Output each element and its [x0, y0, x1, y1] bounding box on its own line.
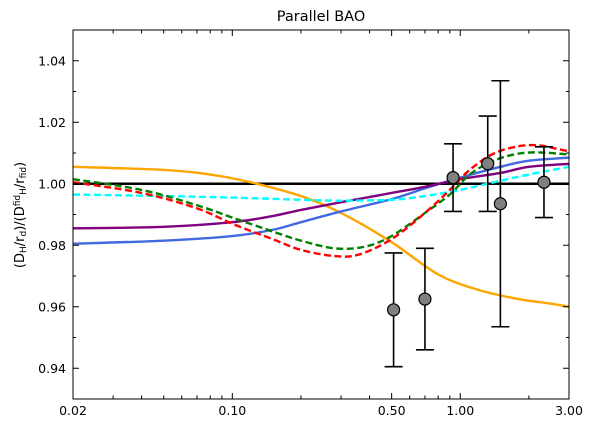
y-tick-label: 1.02: [38, 115, 66, 130]
plot-area: 0.94 0.96 0.98 1.00 1.02 1.04 0.02 0.10 0.50 1.00…: [38, 29, 583, 418]
y-axis-label-part: fid: [13, 195, 23, 206]
series-line-1: [73, 165, 569, 308]
series-group: [73, 143, 569, 308]
chart-title: Parallel BAO: [277, 9, 365, 25]
y-axis-label: (DH/rd)/(DfidH/rfid): [13, 162, 29, 268]
y-tick-label: 0.94: [38, 361, 66, 376]
data-point-4: [481, 157, 495, 171]
y-axis-label-part: H: [19, 246, 29, 253]
y-tick-label: 0.96: [38, 299, 66, 314]
y-axis-label-part: ): [13, 162, 28, 167]
data-point-5: [493, 197, 507, 211]
data-point-6: [537, 175, 551, 189]
x-tick-label: 1.00: [446, 403, 474, 418]
y-axis-label-part: (D: [13, 253, 28, 268]
series-line-4: [73, 165, 569, 202]
y-tick-label: 1.00: [38, 176, 66, 191]
x-tick-label: 0.02: [59, 403, 87, 418]
data-point-3: [446, 171, 460, 185]
data-points-group: [384, 79, 553, 368]
y-axis-label-part: fid: [19, 167, 29, 178]
x-tick-label: 0.10: [218, 403, 246, 418]
data-point-2: [418, 292, 432, 306]
x-tick-label: 3.00: [555, 403, 583, 418]
x-tick-label: 0.50: [378, 403, 406, 418]
y-axis-label-part: H: [19, 188, 29, 195]
y-axis-label-part: /r: [13, 236, 28, 246]
data-point-1: [386, 303, 401, 317]
y-axis-label-part: d: [19, 231, 29, 237]
y-axis-label-part: /r: [13, 178, 28, 188]
series-line-6: [73, 143, 569, 258]
y-axis-label-part: )/(D: [13, 206, 28, 231]
y-tick-label: 0.98: [38, 238, 66, 253]
series-line-5: [73, 151, 569, 251]
y-tick-label: 1.04: [38, 53, 66, 68]
